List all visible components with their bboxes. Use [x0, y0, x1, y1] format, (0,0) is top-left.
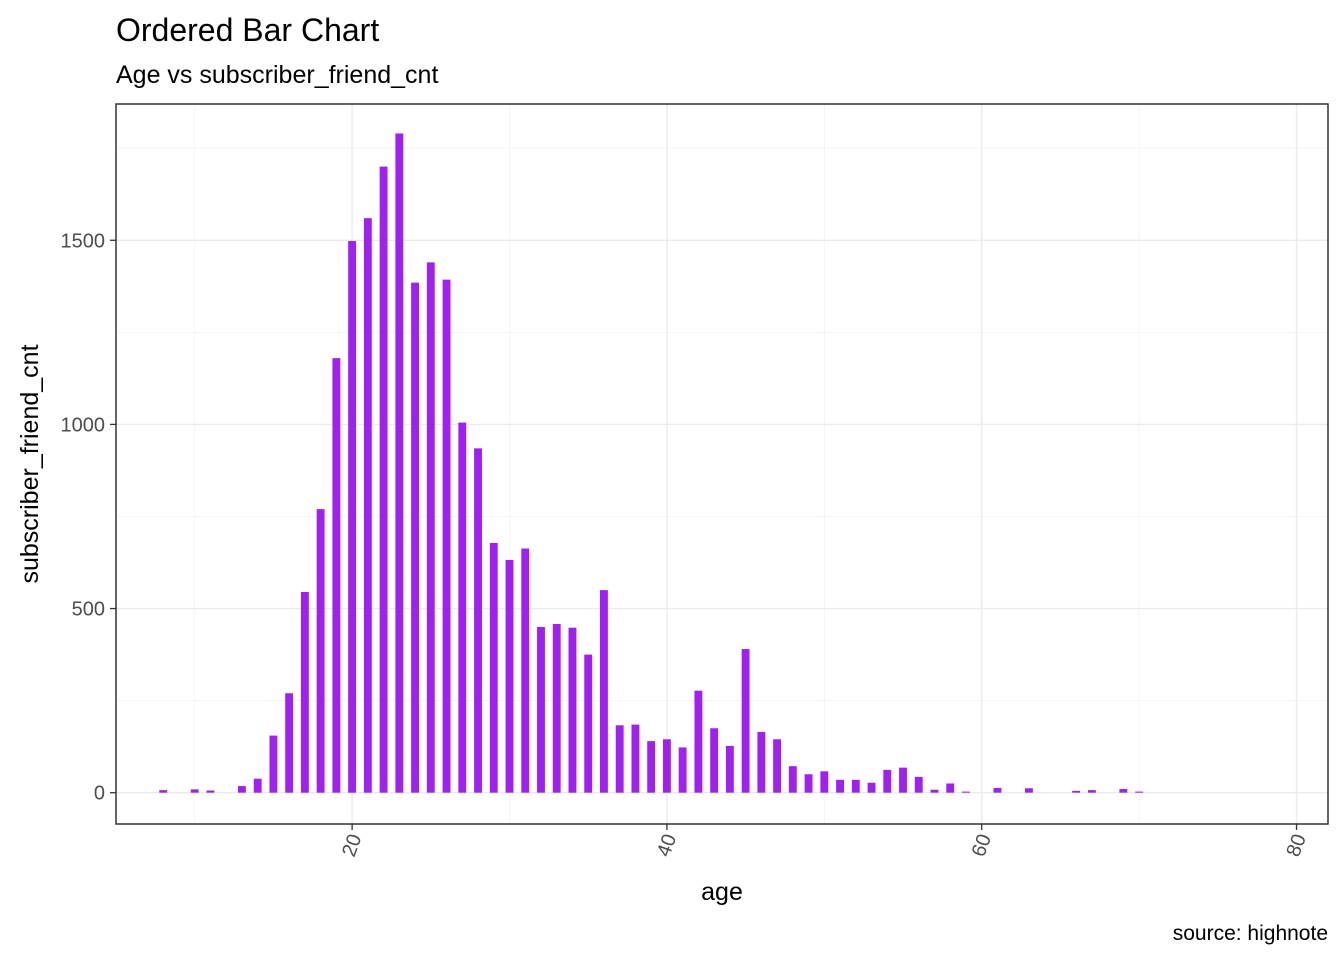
bar — [1119, 789, 1128, 793]
plot-panel-background — [116, 104, 1328, 824]
bar — [300, 591, 309, 793]
bar — [993, 787, 1002, 793]
bar — [253, 778, 262, 793]
y-tick-label: 1500 — [61, 230, 106, 252]
x-tick-label: 60 — [968, 831, 996, 859]
bar — [788, 766, 797, 793]
chart-title: Ordered Bar Chart — [116, 12, 379, 48]
plot-panel-border — [115, 103, 1329, 825]
bar — [631, 724, 640, 793]
bar — [678, 747, 687, 793]
bar — [836, 779, 844, 793]
bar — [1025, 788, 1033, 793]
bar — [851, 779, 860, 793]
y-axis-title: subscriber_friend_cnt — [16, 344, 44, 583]
y-tick-label: 1000 — [61, 414, 106, 436]
chart-caption: source: highnote — [1173, 922, 1328, 945]
bar — [710, 728, 719, 793]
grid — [116, 104, 1328, 824]
bar — [1135, 791, 1144, 793]
bar — [190, 789, 199, 793]
bar — [914, 776, 923, 793]
bar — [1072, 790, 1081, 793]
bar — [773, 739, 782, 793]
bar — [946, 783, 955, 793]
bar — [442, 279, 451, 793]
x-axis-title: age — [701, 878, 743, 906]
bar — [505, 559, 514, 793]
y-axis: 0 500 1000 1500 — [61, 230, 116, 805]
bar — [521, 548, 530, 793]
bar — [962, 791, 970, 793]
bar — [363, 218, 372, 793]
bar — [725, 745, 734, 793]
y-tick-label: 0 — [94, 783, 105, 805]
bar — [930, 789, 939, 793]
bar — [395, 133, 404, 793]
bar — [537, 626, 545, 793]
bar — [379, 166, 388, 793]
bar — [694, 690, 703, 793]
bar — [474, 448, 482, 793]
bar — [552, 624, 561, 793]
bar — [458, 422, 467, 793]
bar — [568, 627, 577, 793]
bars — [159, 133, 1144, 793]
chart-subtitle: Age vs subscriber_friend_cnt — [116, 61, 438, 89]
bar — [600, 590, 608, 793]
bar — [316, 509, 325, 793]
bar — [206, 790, 215, 793]
bar — [647, 741, 656, 793]
bar — [615, 725, 624, 793]
bar — [804, 774, 813, 793]
y-tick-label: 500 — [72, 599, 105, 621]
x-axis: 20 40 60 80 — [338, 824, 1311, 860]
bar — [348, 241, 357, 793]
bar — [426, 262, 435, 793]
x-tick-label: 40 — [653, 831, 681, 859]
bar — [584, 654, 593, 793]
bar — [883, 769, 892, 793]
bar — [285, 693, 294, 793]
bar — [332, 358, 341, 793]
bar — [269, 735, 278, 793]
x-tick-label: 20 — [338, 831, 366, 859]
bar — [411, 282, 419, 793]
bar — [867, 782, 876, 793]
bar — [662, 739, 671, 793]
x-tick-label: 80 — [1283, 831, 1311, 859]
bar — [1087, 790, 1096, 793]
bar — [757, 731, 766, 793]
bar — [899, 767, 907, 793]
bar — [741, 649, 750, 793]
bar — [237, 786, 246, 793]
bar — [489, 542, 498, 793]
bar — [820, 771, 829, 793]
bar — [159, 790, 168, 793]
